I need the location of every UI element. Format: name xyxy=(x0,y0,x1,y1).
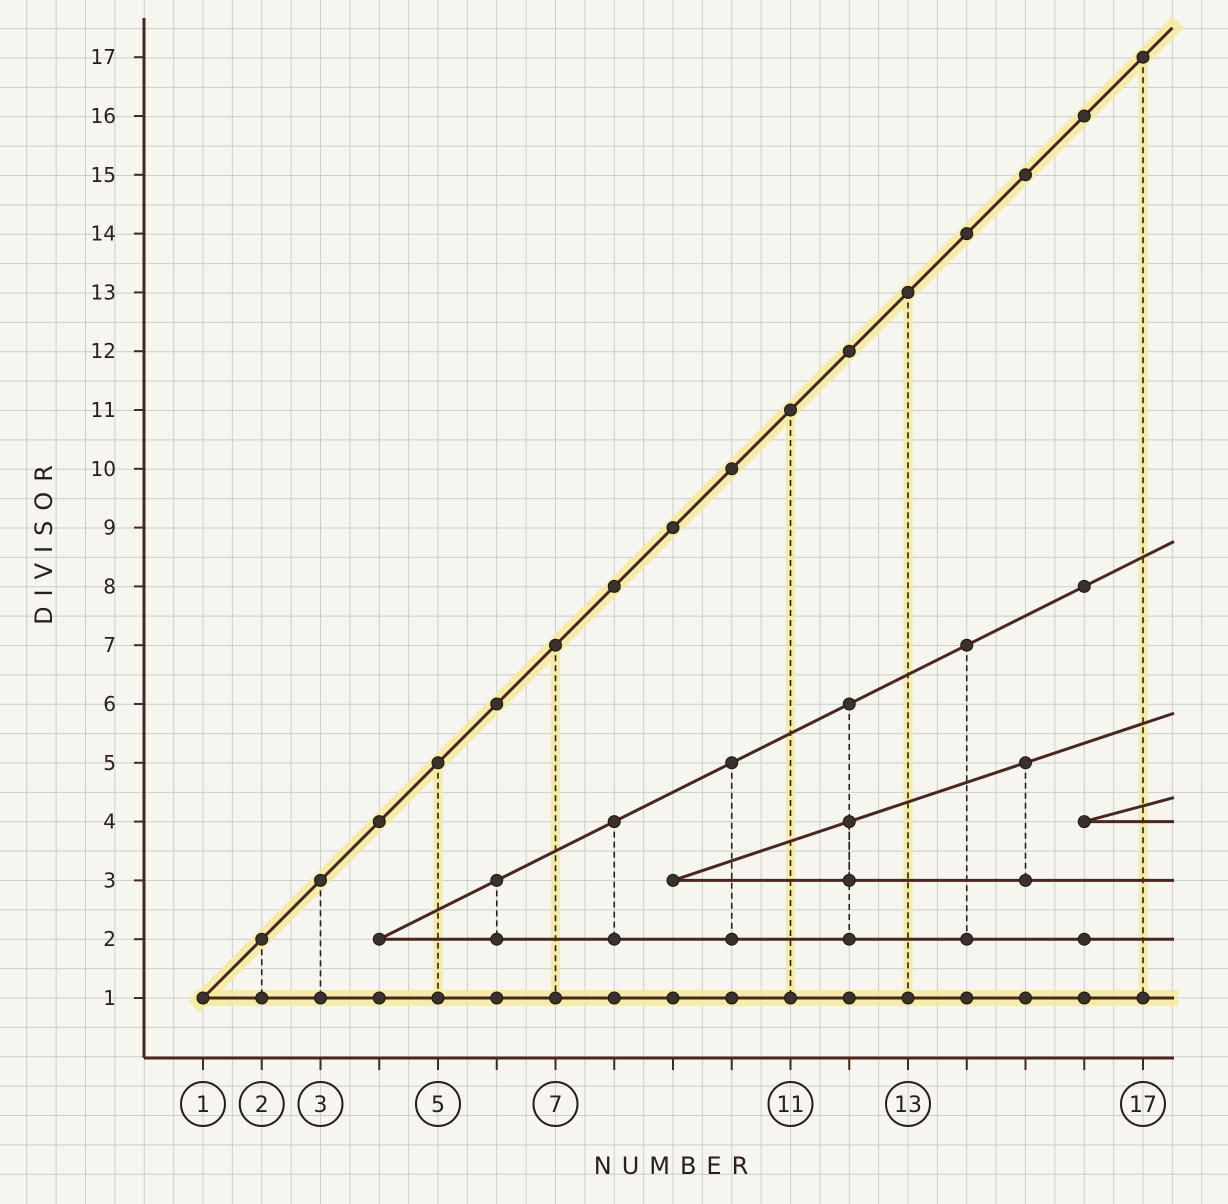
data-point xyxy=(842,815,856,829)
x-tick-circle xyxy=(297,1081,344,1127)
x-axis-title: NUMBER xyxy=(594,1152,759,1180)
data-point xyxy=(607,579,621,593)
data-point xyxy=(725,991,739,1005)
data-point xyxy=(490,697,504,711)
y-tick-label: 1 xyxy=(103,986,116,1010)
data-point xyxy=(490,991,504,1005)
data-point xyxy=(1077,109,1091,123)
data-point xyxy=(431,756,445,770)
data-point xyxy=(372,991,386,1005)
data-point xyxy=(666,991,680,1005)
x-tick-labels: 1 2 3 5 7 11 13 17 xyxy=(180,1081,1166,1127)
data-point xyxy=(1019,991,1032,1005)
data-point xyxy=(549,991,562,1005)
data-point xyxy=(372,815,386,829)
x-tick-circle xyxy=(180,1081,226,1127)
data-point xyxy=(960,991,974,1005)
data-point xyxy=(666,521,680,535)
series-lines xyxy=(201,26,1175,1000)
x-tick-circle xyxy=(238,1081,285,1127)
y-tick-label: 11 xyxy=(91,398,116,422)
data-point xyxy=(1019,756,1032,770)
series-line xyxy=(1083,796,1175,824)
data-point xyxy=(725,462,739,476)
x-tick-circle xyxy=(415,1081,461,1127)
data-point xyxy=(901,285,915,299)
x-tick-circle xyxy=(532,1081,579,1127)
y-tick-label: 13 xyxy=(91,280,116,304)
data-point xyxy=(960,638,974,652)
data-point xyxy=(784,991,797,1005)
series-line xyxy=(378,540,1175,941)
x-tick-circle xyxy=(885,1081,931,1127)
data-point xyxy=(1136,991,1150,1005)
y-tick-label: 9 xyxy=(103,516,116,540)
data-point xyxy=(725,932,739,946)
data-point xyxy=(314,991,327,1005)
y-axis-title: DIVISOR xyxy=(30,455,58,625)
x-tick-label: 2 xyxy=(255,1093,269,1118)
x-tick-label: 3 xyxy=(314,1093,328,1118)
data-point xyxy=(607,932,621,946)
y-tick-label: 17 xyxy=(91,45,116,69)
y-tick-label: 16 xyxy=(91,104,116,128)
axes xyxy=(134,18,1174,1070)
data-point xyxy=(1077,932,1091,946)
y-tick-label: 12 xyxy=(91,339,116,363)
data-point xyxy=(725,756,739,770)
data-point xyxy=(842,873,856,887)
data-point xyxy=(549,638,562,652)
series-line xyxy=(672,711,1175,882)
y-tick-label: 6 xyxy=(103,692,116,716)
y-tick-label: 7 xyxy=(103,633,116,657)
x-tick-label: 1 xyxy=(196,1093,210,1118)
x-tick-label: 7 xyxy=(549,1093,563,1118)
data-point xyxy=(842,932,856,946)
data-point xyxy=(842,697,856,711)
data-point xyxy=(255,991,269,1005)
x-tick-label: 11 xyxy=(777,1093,805,1118)
data-point xyxy=(784,403,797,417)
x-tick-circle xyxy=(1120,1081,1166,1127)
data-point xyxy=(1019,168,1032,182)
data-points xyxy=(196,50,1150,1005)
x-tick-label: 5 xyxy=(431,1093,445,1118)
data-point xyxy=(960,932,974,946)
data-point xyxy=(1077,815,1091,829)
data-point xyxy=(372,932,386,946)
data-point xyxy=(607,991,621,1005)
data-point xyxy=(1077,579,1091,593)
data-point xyxy=(490,932,504,946)
y-tick-label: 4 xyxy=(103,810,116,834)
x-tick-circle xyxy=(767,1081,814,1127)
data-point xyxy=(666,873,680,887)
data-point xyxy=(314,873,327,887)
x-tick-label: 13 xyxy=(894,1093,922,1118)
y-tick-label: 14 xyxy=(91,222,116,246)
series-line xyxy=(201,26,1174,1000)
y-tick-label: 10 xyxy=(91,457,116,481)
data-point xyxy=(1136,50,1150,64)
data-point xyxy=(255,932,269,946)
y-tick-label: 3 xyxy=(103,868,116,892)
data-point xyxy=(607,815,621,829)
data-point xyxy=(901,991,915,1005)
data-point xyxy=(431,991,445,1005)
data-point xyxy=(1019,873,1032,887)
data-point xyxy=(842,344,856,358)
data-point xyxy=(1077,991,1091,1005)
data-point xyxy=(842,991,856,1005)
y-tick-label: 5 xyxy=(103,751,116,775)
x-tick-label: 17 xyxy=(1129,1093,1157,1118)
data-point xyxy=(960,227,974,241)
y-tick-label: 15 xyxy=(91,163,116,187)
data-point xyxy=(196,991,210,1005)
data-point xyxy=(490,873,504,887)
y-tick-label: 2 xyxy=(103,927,116,951)
y-tick-label: 8 xyxy=(103,574,116,598)
